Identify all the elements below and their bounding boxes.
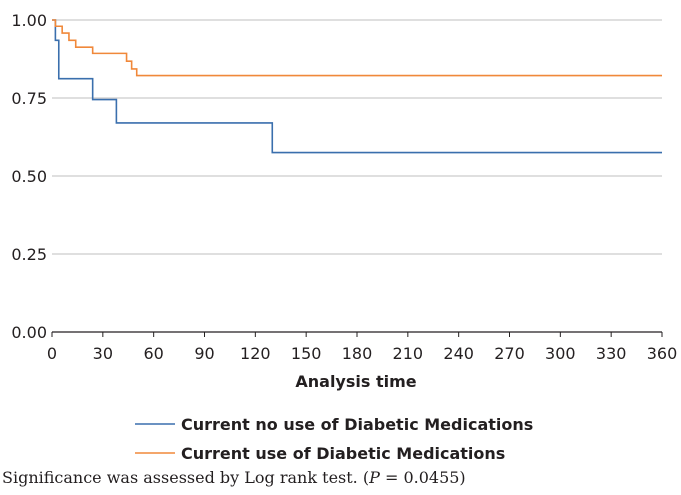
- x-tick-label-1: 30: [93, 344, 113, 363]
- x-tick-label-4: 120: [240, 344, 271, 363]
- y-tick-label-2: 0.50: [11, 167, 47, 186]
- x-tick-label-2: 60: [143, 344, 163, 363]
- x-tick-label-7: 210: [393, 344, 424, 363]
- legend-label-0: Current no use of Diabetic Medications: [181, 415, 533, 434]
- series-line-0: [52, 19, 662, 154]
- series-line-1: [52, 19, 662, 77]
- x-tick-label-12: 360: [647, 344, 678, 363]
- significance-caption: Significance was assessed by Log rank te…: [2, 468, 466, 487]
- caption-prefix: Significance was assessed by Log rank te…: [2, 468, 370, 487]
- gridlines: [52, 19, 662, 255]
- x-tick-label-11: 330: [596, 344, 627, 363]
- x-tick-label-6: 180: [342, 344, 373, 363]
- y-axis-ticks: 0.00 0.25 0.50 0.75 1.00: [11, 11, 47, 342]
- y-tick-label-3: 0.75: [11, 89, 47, 108]
- series-lines: [52, 19, 662, 154]
- x-tick-label-5: 150: [291, 344, 322, 363]
- y-tick-label-1: 0.25: [11, 245, 47, 264]
- y-tick-label-0: 0.00: [11, 323, 47, 342]
- x-tick-label-10: 300: [545, 344, 576, 363]
- p-symbol: P: [369, 468, 380, 487]
- x-axis-title: Analysis time: [295, 372, 416, 391]
- x-tick-label-0: 0: [47, 344, 57, 363]
- survival-chart: 0.00 0.25 0.50 0.75 1.00 0 30 60 90 120 150 180 210…: [11, 11, 678, 463]
- x-axis: 0 30 60 90 120 150 180 210 240 270 300 330 360: [47, 331, 678, 363]
- x-tick-label-8: 240: [443, 344, 474, 363]
- legend-label-1: Current use of Diabetic Medications: [181, 444, 505, 463]
- y-tick-label-4: 1.00: [11, 11, 47, 30]
- caption-suffix: = 0.0455): [379, 468, 466, 487]
- x-tick-label-3: 90: [194, 344, 214, 363]
- x-tick-label-9: 270: [494, 344, 525, 363]
- legend: Current no use of Diabetic Medications Cu…: [135, 415, 533, 463]
